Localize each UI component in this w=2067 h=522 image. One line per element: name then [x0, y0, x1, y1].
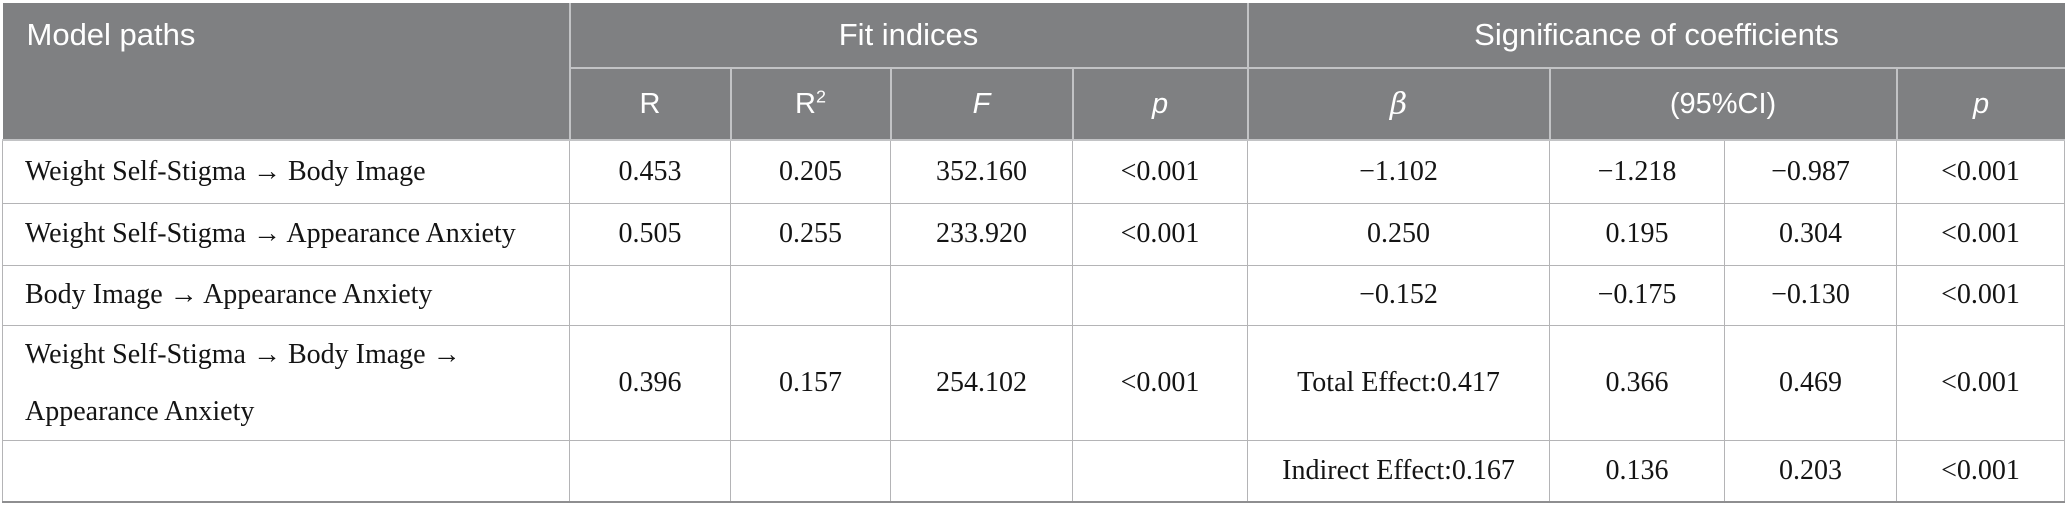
header-col-r: R	[568, 67, 732, 141]
cell-model-path: Weight Self-Stigma → Appearance Anxiety	[2, 202, 570, 266]
cell-p-fit	[1071, 264, 1249, 326]
header-significance-of-coefficients: Significance of coefficients	[1246, 3, 2065, 69]
cell-r-squared	[730, 264, 891, 326]
header-col-f: F	[889, 67, 1074, 141]
cell-r-squared: 0.157	[730, 324, 891, 442]
header-subcolumn-row: R R2 F p β (95%CI) p	[3, 67, 2065, 141]
cell-ci-upper: 0.304	[1724, 202, 1898, 266]
r-squared-base: R	[795, 87, 816, 120]
model-paths-table: Model paths Fit indices Significance of …	[2, 3, 2066, 503]
cell-f: 233.920	[890, 202, 1073, 266]
cell-ci-lower: −1.218	[1549, 139, 1726, 204]
cell-beta: −1.102	[1247, 139, 1551, 204]
cell-beta: −0.152	[1247, 264, 1551, 326]
table-body: Weight Self-Stigma → Body Image 0.453 0.…	[2, 139, 2066, 503]
cell-r	[569, 440, 731, 503]
cell-ci-lower: 0.136	[1549, 440, 1726, 503]
cell-ci-upper: −0.130	[1724, 264, 1898, 326]
cell-f	[890, 264, 1073, 326]
cell-f	[890, 440, 1073, 503]
cell-ci-upper: 0.203	[1724, 440, 1898, 503]
cell-p-fit: <0.001	[1071, 324, 1249, 442]
cell-model-path	[2, 440, 570, 503]
table-row: Weight Self-Stigma → Body Image 0.453 0.…	[2, 139, 2066, 204]
cell-ci-upper: 0.469	[1724, 324, 1898, 442]
header-col-beta: β	[1246, 67, 1551, 141]
r-squared-exponent: 2	[815, 85, 826, 106]
cell-r: 0.396	[569, 324, 731, 442]
cell-ci-upper: −0.987	[1724, 139, 1898, 204]
cell-r: 0.453	[569, 139, 731, 204]
cell-p-sig: <0.001	[1896, 202, 2066, 266]
cell-p-sig: <0.001	[1896, 264, 2066, 326]
header-group-row: Model paths Fit indices Significance of …	[2, 3, 2065, 141]
cell-p-fit: <0.001	[1071, 202, 1249, 266]
cell-model-path: Weight Self-Stigma → Body Image	[2, 139, 570, 204]
cell-model-path: Weight Self-Stigma → Body Image → Appear…	[2, 324, 570, 442]
cell-beta: Indirect Effect:0.167	[1247, 440, 1551, 503]
cell-r: 0.505	[569, 202, 731, 266]
cell-model-path: Body Image → Appearance Anxiety	[2, 264, 570, 326]
table-row: Weight Self-Stigma → Appearance Anxiety …	[2, 202, 2066, 266]
cell-beta: Total Effect:0.417	[1247, 324, 1551, 442]
table-row: Indirect Effect:0.167 0.136 0.203 <0.001	[2, 440, 2066, 503]
cell-ci-lower: 0.195	[1549, 202, 1726, 266]
cell-r-squared	[730, 440, 891, 503]
cell-p-sig: <0.001	[1896, 139, 2066, 204]
table-header: Model paths Fit indices Significance of …	[2, 3, 2065, 141]
cell-r-squared: 0.255	[730, 202, 891, 266]
header-col-r-squared: R2	[729, 67, 892, 141]
cell-beta: 0.250	[1247, 202, 1551, 266]
cell-r	[569, 264, 731, 326]
cell-f: 352.160	[890, 139, 1073, 204]
header-fit-indices: Fit indices	[568, 3, 1249, 69]
cell-r-squared: 0.205	[730, 139, 891, 204]
table-row: Body Image → Appearance Anxiety −0.152 −…	[2, 264, 2066, 326]
cell-ci-lower: −0.175	[1549, 264, 1726, 326]
header-model-paths: Model paths	[2, 3, 571, 141]
cell-f: 254.102	[890, 324, 1073, 442]
header-col-p-sig: p	[1895, 67, 2065, 141]
cell-p-fit: <0.001	[1071, 139, 1249, 204]
header-col-95ci: (95%CI)	[1548, 67, 1898, 141]
header-col-p-fit: p	[1071, 67, 1249, 141]
table-row: Weight Self-Stigma → Body Image → Appear…	[2, 324, 2066, 442]
cell-p-sig: <0.001	[1896, 440, 2066, 503]
cell-p-sig: <0.001	[1896, 324, 2066, 442]
cell-p-fit	[1071, 440, 1249, 503]
cell-ci-lower: 0.366	[1549, 324, 1726, 442]
